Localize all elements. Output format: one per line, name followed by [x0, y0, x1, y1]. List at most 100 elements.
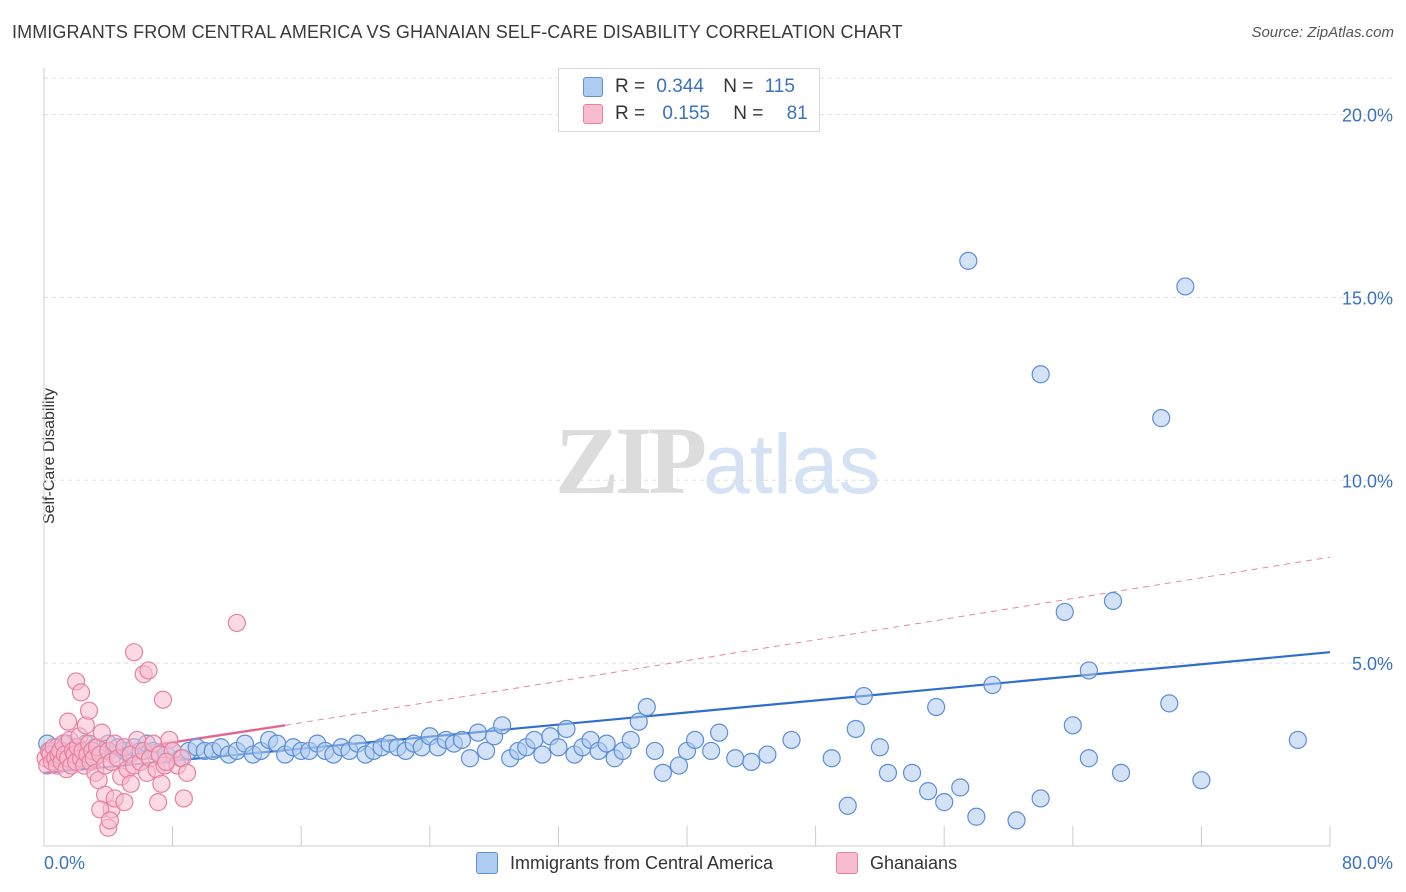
correlation-legend: R = 0.344 N = 115 R = 0.155 N = 81	[558, 68, 820, 132]
r-value: 0.155	[662, 103, 710, 124]
point-central-america	[1160, 694, 1179, 713]
r-value: 0.344	[656, 76, 704, 97]
legend-swatch-pink	[836, 852, 858, 874]
point-central-america	[919, 782, 938, 801]
source-credit: Source: ZipAtlas.com	[1251, 24, 1394, 41]
point-central-america	[597, 734, 616, 753]
n-value: 81	[786, 103, 808, 124]
point-central-america	[1063, 716, 1082, 735]
y-tick-label: 5.0%	[1352, 654, 1393, 674]
point-central-america	[549, 738, 568, 757]
point-central-america	[685, 730, 705, 750]
point-central-america	[1031, 789, 1050, 808]
point-ghanaians	[174, 789, 193, 808]
point-central-america	[870, 738, 890, 757]
point-central-america	[476, 741, 496, 761]
point-central-america	[983, 675, 1002, 695]
point-ghanaians	[92, 723, 111, 742]
point-central-america	[637, 697, 656, 717]
point-central-america	[758, 745, 777, 764]
point-central-america	[1055, 602, 1074, 622]
point-central-america	[838, 796, 857, 815]
y-tick-label: 10.0%	[1342, 471, 1393, 491]
point-central-america	[1152, 409, 1171, 428]
data-points	[36, 251, 1307, 837]
point-ghanaians	[177, 763, 197, 782]
point-central-america	[1031, 365, 1050, 384]
r-label: R =	[615, 76, 646, 97]
point-central-america	[645, 741, 664, 761]
point-ghanaians	[153, 690, 173, 709]
point-central-america	[822, 749, 841, 768]
point-central-america	[854, 686, 873, 706]
chart-title: IMMIGRANTS FROM CENTRAL AMERICA VS GHANA…	[12, 22, 903, 42]
point-ghanaians	[124, 643, 144, 662]
point-ghanaians	[139, 661, 158, 680]
legend-item-ghanaians: Ghanaians	[836, 852, 957, 874]
legend-item-central-america: Immigrants from Central America	[476, 852, 773, 874]
r-label: R =	[615, 103, 646, 124]
grid-lines	[44, 77, 1394, 664]
point-central-america	[878, 763, 898, 782]
point-central-america	[742, 752, 761, 771]
point-central-america	[927, 697, 946, 717]
point-central-america	[846, 719, 865, 739]
legend-swatch-blue	[583, 77, 603, 97]
watermark: ZIPatlas	[555, 405, 880, 516]
point-ghanaians	[115, 793, 134, 812]
point-central-america	[726, 749, 745, 768]
point-central-america	[1111, 763, 1131, 782]
legend-swatch-pink	[583, 104, 603, 124]
point-central-america	[1176, 277, 1195, 296]
y-tick-label: 15.0%	[1342, 288, 1393, 308]
point-central-america	[460, 749, 480, 768]
point-ghanaians	[157, 752, 176, 771]
point-central-america	[1192, 771, 1211, 790]
point-central-america	[1079, 749, 1098, 768]
n-label: N =	[723, 76, 754, 97]
point-central-america	[1079, 661, 1098, 680]
n-label: N =	[733, 103, 764, 124]
point-ghanaians	[100, 811, 120, 830]
point-central-america	[533, 745, 552, 764]
x-tick-label: 80.0%	[1342, 853, 1393, 873]
legend-row-text: R = 0.344 N = 115	[615, 76, 795, 98]
axes	[43, 68, 1331, 847]
point-central-america	[782, 730, 801, 750]
point-central-america	[621, 730, 640, 750]
point-ghanaians	[149, 793, 168, 812]
point-central-america	[1103, 591, 1123, 611]
point-central-america	[493, 716, 512, 735]
point-ghanaians	[79, 701, 99, 720]
legend-label: Immigrants from Central America	[510, 852, 774, 873]
watermark-atlas: atlas	[703, 417, 881, 511]
point-central-america	[967, 807, 986, 826]
trend-line-ghanaians-extrapolated	[285, 556, 1331, 726]
point-ghanaians	[59, 712, 78, 731]
point-central-america	[629, 712, 648, 731]
point-central-america	[951, 778, 970, 797]
watermark-zip: ZIP	[555, 407, 707, 514]
point-central-america	[1007, 811, 1026, 830]
point-central-america	[653, 763, 672, 782]
point-central-america	[1288, 730, 1307, 750]
point-central-america	[557, 719, 576, 739]
legend-row-text: R = 0.155 N = 81	[615, 103, 808, 125]
point-central-america	[959, 251, 978, 270]
n-value: 115	[764, 76, 795, 97]
point-central-america	[935, 793, 954, 812]
legend-label: Ghanaians	[870, 852, 958, 873]
legend-swatch-blue	[476, 852, 498, 874]
point-ghanaians	[121, 774, 140, 793]
x-tick-label: 0.0%	[44, 853, 85, 873]
tick-labels: 5.0% 10.0% 15.0% 20.0% 0.0% 80.0%	[44, 106, 1393, 873]
point-central-america	[702, 741, 721, 761]
point-ghanaians	[227, 613, 246, 633]
point-central-america	[710, 723, 729, 742]
point-central-america	[902, 763, 922, 782]
point-central-america	[468, 723, 488, 742]
point-central-america	[669, 756, 689, 775]
point-central-america	[452, 730, 472, 750]
point-ghanaians	[71, 683, 91, 702]
